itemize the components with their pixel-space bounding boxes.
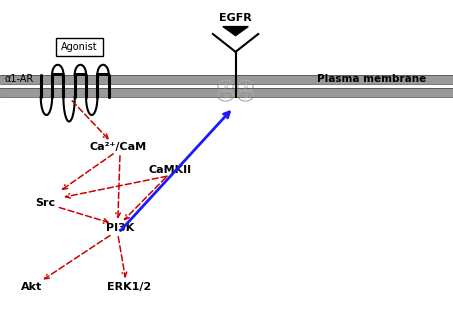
Text: EGFR: EGFR [219,14,252,23]
Text: PI3K: PI3K [106,224,134,233]
Text: Ca²⁺/CaM: Ca²⁺/CaM [89,143,146,152]
Text: ERK1/2: ERK1/2 [107,282,151,292]
Polygon shape [223,27,248,36]
Text: Agonist: Agonist [61,42,97,52]
Bar [0,75,453,84]
Text: Akt: Akt [21,282,42,292]
Text: CaMKII: CaMKII [148,165,192,175]
Text: Src: Src [35,198,55,207]
Text: p: p [243,93,248,98]
Bar [0,88,453,97]
Text: α1-AR: α1-AR [5,75,34,84]
Text: Plasma membrane: Plasma membrane [317,75,426,84]
Text: p: p [223,83,228,89]
Text: p: p [223,93,228,98]
Text: p: p [243,83,248,89]
FancyBboxPatch shape [56,38,103,56]
